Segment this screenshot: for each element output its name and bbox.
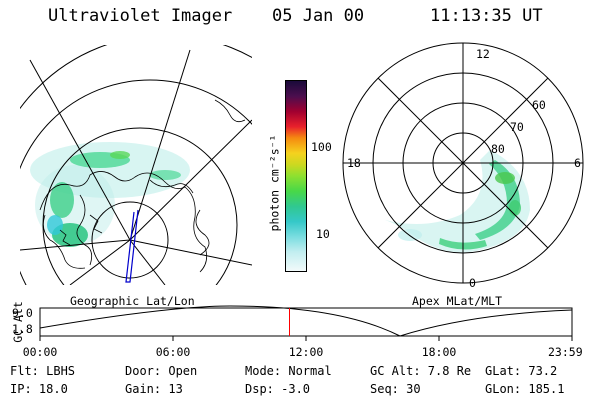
colorbar-tick-100: 100 bbox=[311, 140, 332, 154]
mlt-label-18: 18 bbox=[347, 156, 361, 170]
glat-readout: GLat: 73.2 bbox=[485, 364, 558, 378]
mlat-label-80: 80 bbox=[491, 142, 505, 156]
right-panel-caption: Apex MLat/MLT bbox=[412, 294, 503, 308]
image-date: 05 Jan 00 bbox=[272, 6, 365, 26]
nadir-track bbox=[125, 209, 139, 283]
seq-readout: Seq: 30 bbox=[370, 382, 421, 396]
mlat-label-60: 60 bbox=[532, 98, 546, 112]
timeline-xtick-4: 23:59 bbox=[548, 345, 583, 359]
mlt-label-12: 12 bbox=[476, 47, 490, 61]
timeline-xtick-1: 06:00 bbox=[155, 345, 191, 359]
gc-alt-readout: GC Alt: 7.8 Re bbox=[370, 364, 472, 378]
mlt-label-6: 6 bbox=[574, 156, 581, 170]
instrument-title: Ultraviolet Imager bbox=[48, 6, 233, 26]
glon-readout: GLon: 185.1 bbox=[485, 382, 565, 396]
timeline-xtick-3: 18:00 bbox=[421, 345, 457, 359]
gain-readout: Gain: 13 bbox=[125, 382, 183, 396]
colorbar bbox=[285, 80, 307, 272]
mlt-label-0: 0 bbox=[469, 276, 476, 290]
aurora-emission-left bbox=[30, 142, 190, 247]
mode-readout: Mode: Normal bbox=[245, 364, 332, 378]
timeline-ytick-bottom: 1.8 bbox=[12, 322, 33, 336]
door-readout: Door: Open bbox=[125, 364, 198, 378]
coastlines bbox=[39, 99, 246, 273]
mlat-label-70: 70 bbox=[510, 120, 524, 134]
left-panel-caption: Geographic Lat/Lon bbox=[70, 294, 195, 308]
timeline-xtick-2: 12:00 bbox=[288, 345, 324, 359]
gc-altitude-curve bbox=[39, 305, 573, 337]
filter-readout: Flt: LBHS bbox=[10, 364, 76, 378]
timeline-xtick-0: 00:00 bbox=[22, 345, 58, 359]
ip-readout: IP: 18.0 bbox=[10, 382, 68, 396]
image-time: 11:13:35 UT bbox=[430, 6, 543, 26]
colorbar-tick-10: 10 bbox=[316, 227, 330, 241]
dsp-readout: Dsp: -3.0 bbox=[245, 382, 311, 396]
timeline-ytick-top: 9.0 bbox=[12, 306, 33, 320]
